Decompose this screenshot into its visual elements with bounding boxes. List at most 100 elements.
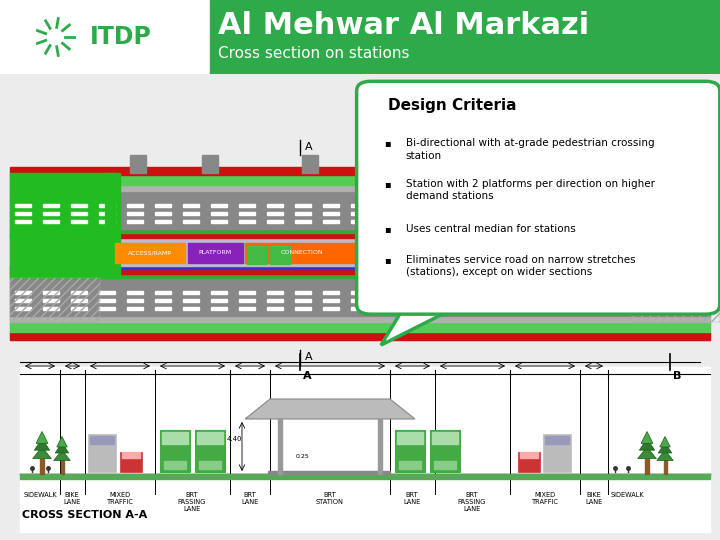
- Bar: [547, 299, 563, 302]
- Bar: [15, 204, 31, 207]
- Polygon shape: [54, 450, 71, 461]
- Bar: [430, 430, 460, 472]
- Bar: [687, 212, 703, 215]
- Bar: [115, 243, 185, 263]
- Text: ▪: ▪: [384, 255, 391, 265]
- Bar: [188, 243, 243, 263]
- Bar: [71, 307, 87, 310]
- Text: AL MEHWAR: AL MEHWAR: [636, 160, 684, 166]
- Bar: [603, 220, 619, 223]
- Bar: [10, 191, 710, 229]
- Polygon shape: [36, 431, 48, 443]
- Bar: [183, 212, 199, 215]
- Bar: [278, 419, 282, 474]
- Bar: [435, 299, 451, 302]
- Polygon shape: [657, 450, 673, 461]
- Text: PLATFORM: PLATFORM: [372, 251, 405, 255]
- Bar: [659, 299, 675, 302]
- Text: ITDP: ITDP: [90, 25, 152, 49]
- Bar: [435, 212, 451, 215]
- Bar: [631, 212, 647, 215]
- Bar: [202, 155, 218, 173]
- Polygon shape: [245, 399, 415, 419]
- Bar: [463, 204, 479, 207]
- Bar: [420, 246, 440, 264]
- Bar: [357, 243, 363, 247]
- Text: BIKE
LANE: BIKE LANE: [63, 492, 81, 505]
- Bar: [199, 461, 221, 469]
- Text: A: A: [303, 371, 312, 381]
- Bar: [162, 432, 188, 444]
- Bar: [0, 0, 210, 74]
- Bar: [545, 436, 569, 444]
- Bar: [127, 204, 143, 207]
- Text: Design Criteria: Design Criteria: [388, 98, 516, 113]
- Bar: [323, 299, 339, 302]
- Bar: [434, 461, 456, 469]
- Bar: [211, 307, 227, 310]
- Polygon shape: [658, 442, 672, 453]
- Bar: [687, 291, 703, 294]
- Bar: [155, 212, 171, 215]
- Polygon shape: [57, 436, 67, 447]
- Polygon shape: [639, 438, 654, 450]
- Bar: [127, 212, 143, 215]
- Bar: [631, 204, 647, 207]
- Text: MIXED
TRAFFIC: MIXED TRAFFIC: [107, 492, 133, 505]
- Bar: [519, 299, 535, 302]
- Text: 4.40: 4.40: [227, 436, 242, 442]
- Bar: [547, 204, 563, 207]
- Bar: [407, 307, 423, 310]
- Bar: [491, 299, 507, 302]
- Bar: [543, 434, 571, 472]
- Bar: [323, 291, 339, 294]
- Bar: [631, 299, 647, 302]
- Text: ▪: ▪: [384, 224, 391, 234]
- Bar: [407, 291, 423, 294]
- Bar: [211, 212, 227, 215]
- Bar: [211, 204, 227, 207]
- Bar: [547, 307, 563, 310]
- Bar: [407, 212, 423, 215]
- Bar: [687, 204, 703, 207]
- Text: BIKE
LANE: BIKE LANE: [585, 492, 603, 505]
- Text: Eliminates service road on narrow stretches
(stations), except on wider sections: Eliminates service road on narrow stretc…: [405, 255, 635, 277]
- Bar: [267, 204, 283, 207]
- Bar: [10, 332, 710, 340]
- Bar: [520, 452, 538, 458]
- Bar: [43, 307, 59, 310]
- Bar: [630, 278, 720, 322]
- Bar: [519, 307, 535, 310]
- Bar: [43, 212, 59, 215]
- Bar: [10, 269, 710, 274]
- Bar: [105, 173, 115, 278]
- Bar: [267, 212, 283, 215]
- Bar: [457, 155, 473, 173]
- Text: ACCESS/RAMP: ACCESS/RAMP: [433, 251, 477, 255]
- Bar: [379, 307, 395, 310]
- Bar: [40, 458, 44, 474]
- Bar: [99, 307, 115, 310]
- Bar: [210, 0, 720, 74]
- Bar: [267, 291, 283, 294]
- Bar: [379, 291, 395, 294]
- Text: BRT
LANE: BRT LANE: [241, 492, 258, 505]
- Bar: [99, 291, 115, 294]
- Bar: [351, 204, 367, 207]
- Bar: [463, 299, 479, 302]
- Bar: [155, 204, 171, 207]
- Bar: [15, 307, 31, 310]
- Bar: [603, 299, 619, 302]
- Bar: [399, 461, 421, 469]
- Bar: [407, 220, 423, 223]
- Bar: [351, 291, 367, 294]
- Bar: [323, 212, 339, 215]
- Bar: [463, 291, 479, 294]
- Bar: [407, 204, 423, 207]
- Polygon shape: [381, 305, 462, 345]
- Bar: [435, 291, 451, 294]
- Bar: [15, 291, 31, 294]
- Bar: [90, 436, 114, 444]
- Bar: [239, 204, 255, 207]
- Text: SIDEWALK: SIDEWALK: [23, 492, 57, 498]
